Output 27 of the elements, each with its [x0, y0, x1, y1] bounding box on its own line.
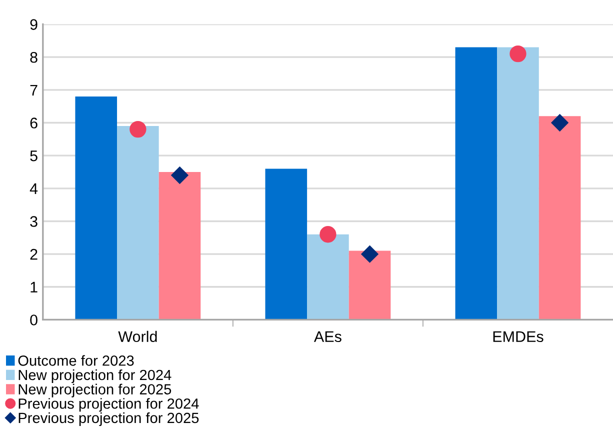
bar — [158, 172, 201, 320]
y-tick-label: 2 — [30, 248, 38, 260]
x-tick-label: World — [118, 330, 157, 342]
legend-label: New projection for 2025 — [18, 384, 172, 398]
bar — [265, 168, 308, 320]
bar — [455, 47, 498, 320]
bar — [538, 116, 581, 320]
y-tick-label: 9 — [30, 19, 38, 30]
y-tick-label: 6 — [30, 118, 38, 128]
bar — [117, 126, 159, 320]
y-tick-label: 0 — [30, 314, 38, 326]
legend-label: Previous projection for 2024 — [18, 398, 199, 412]
bar — [348, 250, 391, 320]
bar — [497, 47, 539, 320]
y-tick-label: 4 — [30, 183, 38, 194]
legend-label: Outcome for 2023 — [18, 355, 134, 366]
bar — [75, 96, 118, 320]
y-tick-label: 5 — [30, 150, 38, 162]
y-tick-label: 7 — [30, 84, 38, 96]
x-tick-label: AEs — [314, 331, 342, 342]
bar — [307, 234, 349, 320]
y-tick-label: 1 — [30, 282, 38, 292]
legend-label: New projection for 2024 — [18, 369, 172, 384]
y-tick-label: 8 — [30, 52, 38, 63]
legend-label: Previous projection for 2025 — [18, 412, 199, 426]
y-tick-label: 3 — [30, 216, 38, 227]
x-tick-label: EMDEs — [493, 331, 544, 342]
